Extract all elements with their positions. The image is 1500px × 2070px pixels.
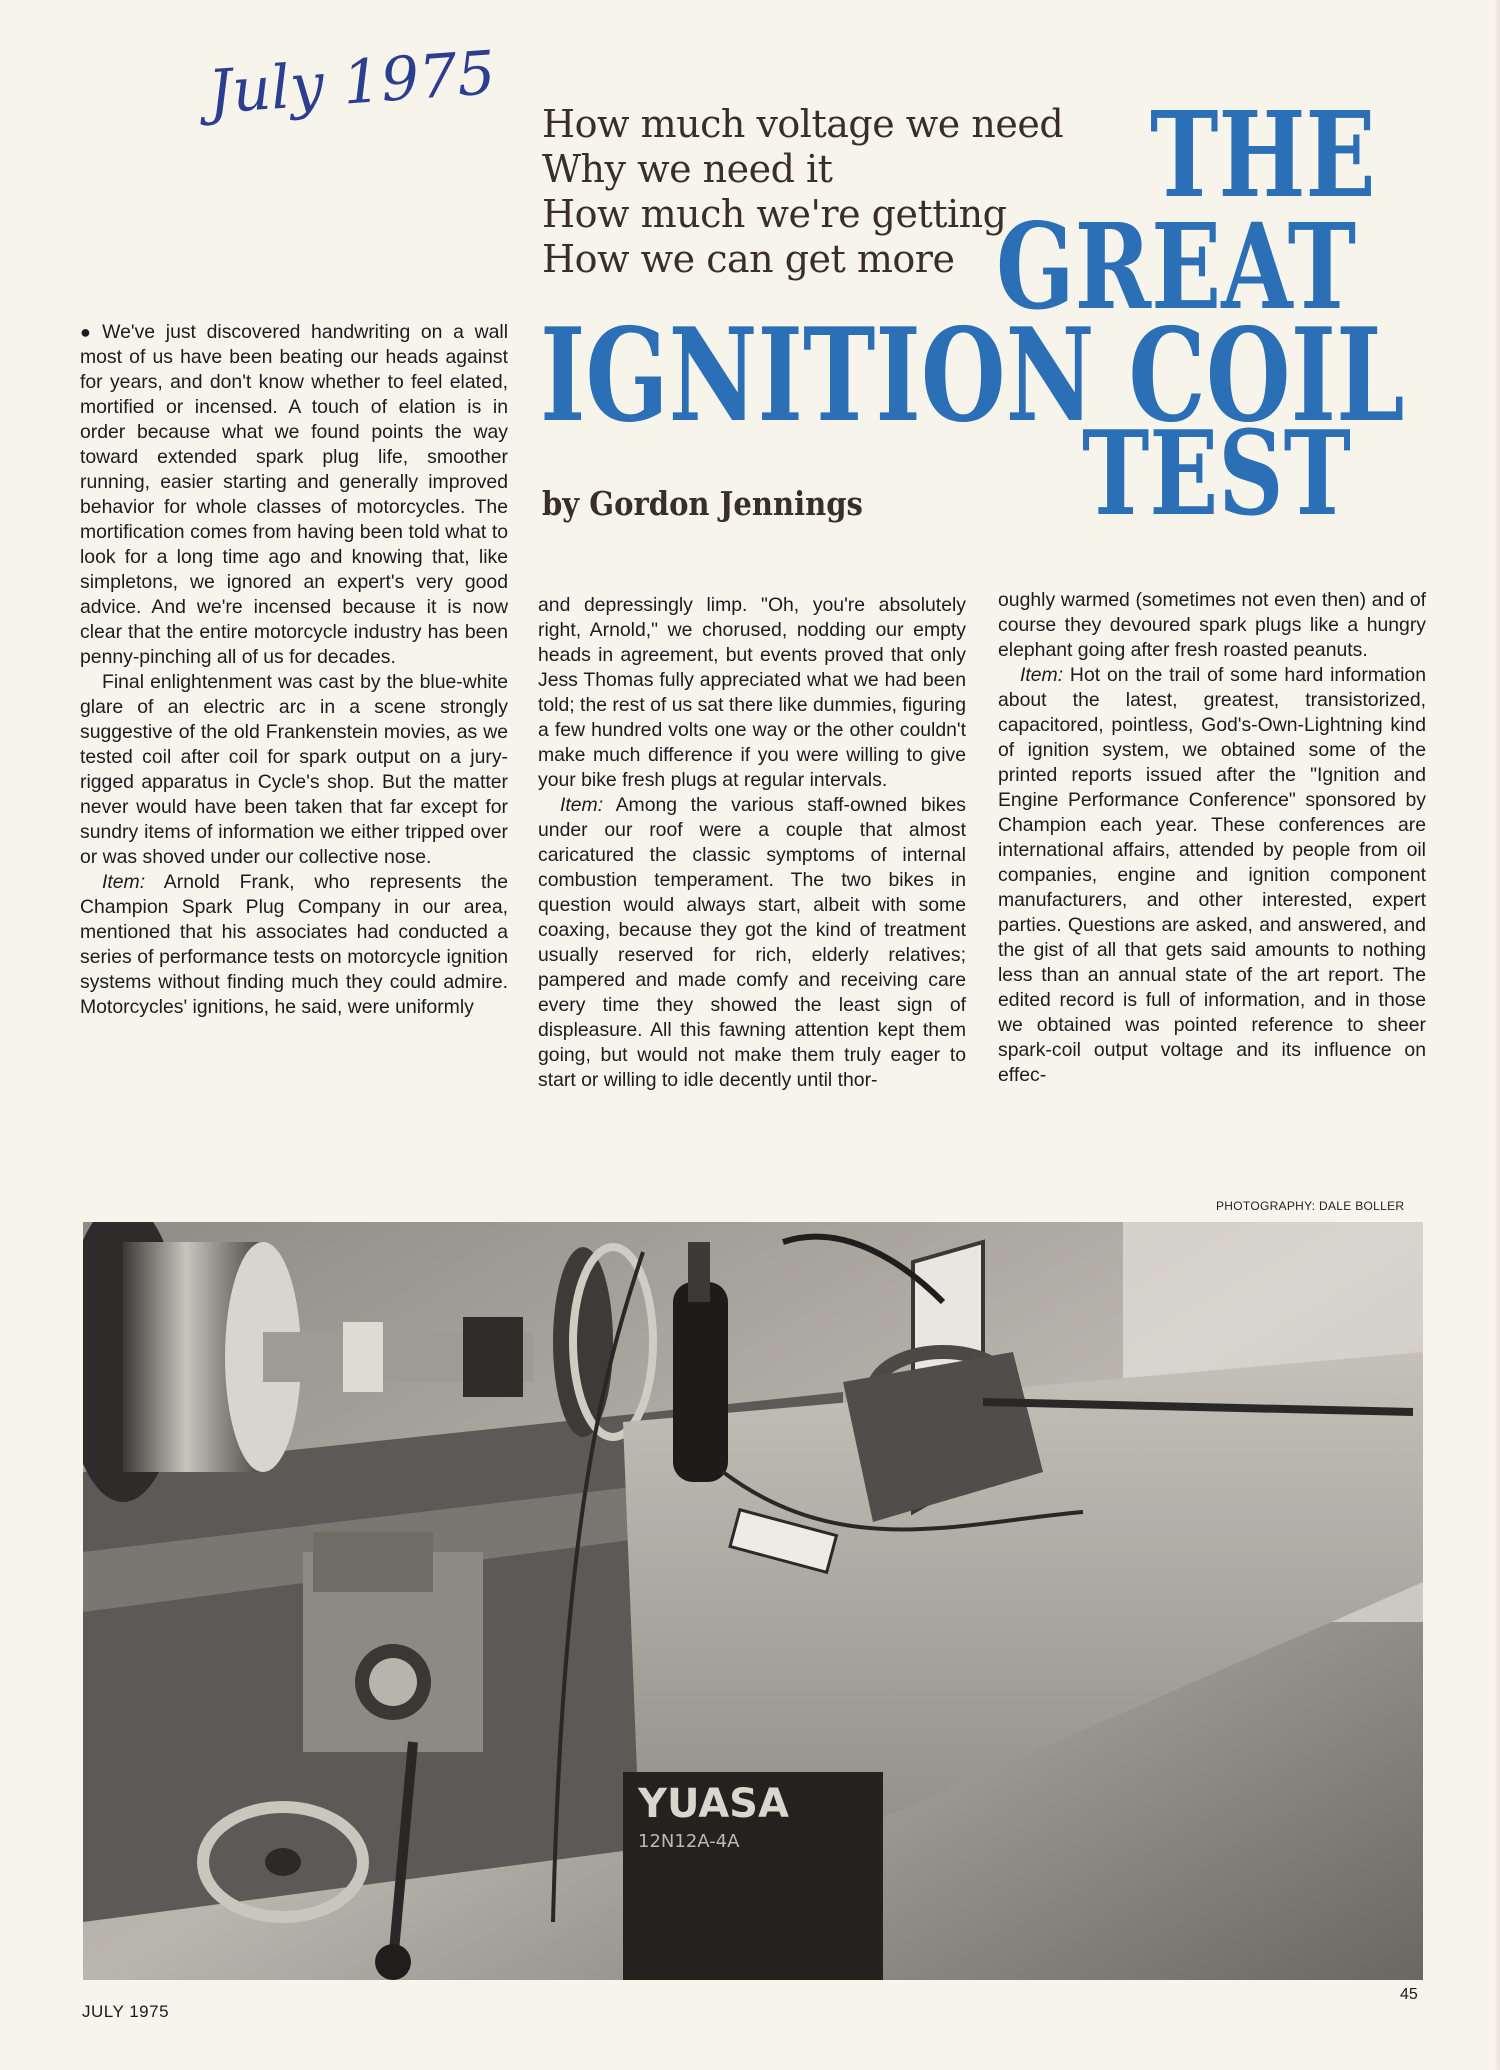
paragraph: ● We've just discovered handwriting on a … bbox=[80, 320, 508, 670]
ignition-test-rig-photo: YUASA 12N12A-4A bbox=[83, 1222, 1423, 1980]
item-lead: Item: bbox=[102, 871, 146, 893]
battery-model-label: 12N12A-4A bbox=[638, 1831, 740, 1852]
footer-issue-date: JULY 1975 bbox=[82, 2002, 170, 2021]
item-lead: Item: bbox=[560, 794, 604, 816]
paragraph: and depressingly limp. "Oh, you're absol… bbox=[538, 594, 966, 791]
scan-edge bbox=[1494, 0, 1500, 2070]
page-number: 45 bbox=[1400, 1986, 1418, 2003]
byline: by Gordon Jennings bbox=[542, 484, 863, 523]
paragraph: oughly warmed (sometimes not even then) … bbox=[998, 589, 1426, 661]
deck-line: How much voltage we need bbox=[542, 102, 1064, 146]
battery-brand-label: YUASA bbox=[637, 1781, 789, 1827]
paragraph: Item: Hot on the trail of some hard info… bbox=[998, 663, 1426, 1088]
article-column-1: ● We've just discovered handwriting on a … bbox=[80, 320, 508, 1020]
title-line-great: GREAT bbox=[996, 197, 1357, 336]
paragraph: Final enlightenment was cast by the blue… bbox=[80, 671, 508, 868]
title-line-the: THE bbox=[1150, 85, 1376, 224]
title-line-test: TEST bbox=[1082, 406, 1351, 542]
article-column-3: oughly warmed (sometimes not even then) … bbox=[998, 588, 1426, 1088]
deck-line: Why we need it bbox=[542, 147, 833, 191]
photo-credit: PHOTOGRAPHY: DALE BOLLER bbox=[1216, 1199, 1405, 1213]
paragraph-text: We've just discovered handwriting on a w… bbox=[80, 321, 508, 668]
deck-subheadings: How much voltage we need Why we need it … bbox=[542, 102, 1064, 282]
handwritten-date: July 1975 bbox=[205, 38, 498, 128]
title-line-ignition-coil: IGNITION COIL bbox=[540, 301, 1405, 451]
paragraph: Item: Arnold Frank, who represents the C… bbox=[80, 870, 508, 1020]
deck-line: How much we're getting bbox=[542, 192, 1007, 236]
article-column-2: and depressingly limp. "Oh, you're absol… bbox=[538, 593, 966, 1093]
paragraph-text: Arnold Frank, who represents the Champio… bbox=[80, 871, 508, 1018]
paragraph: Item: Among the various staff-owned bike… bbox=[538, 793, 966, 1093]
bullet-icon: ● bbox=[80, 322, 97, 342]
item-lead: Item: bbox=[1020, 664, 1064, 686]
paragraph-text: Hot on the trail of some hard informatio… bbox=[998, 664, 1426, 1086]
deck-line: How we can get more bbox=[542, 237, 955, 281]
paragraph-text: Among the various staff-owned bikes unde… bbox=[538, 794, 966, 1091]
